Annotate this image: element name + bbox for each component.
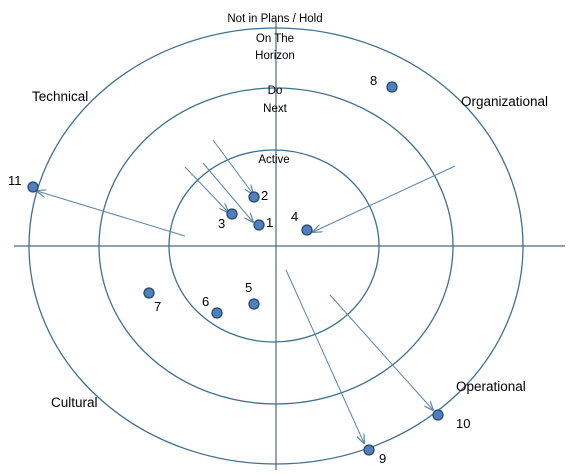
ring-labels: Not in Plans / Hold On The Horizon Do Ne… — [227, 13, 322, 166]
item-dot-7[interactable] — [143, 287, 155, 299]
arrow-to-4 — [313, 165, 456, 232]
item-dot-8[interactable] — [386, 81, 398, 93]
item-numbers: 1 2 3 4 5 6 7 8 9 10 11 — [8, 73, 470, 466]
item-number-1: 1 — [266, 215, 273, 230]
quadrant-label-operational: Operational — [456, 379, 526, 394]
arrow-to-2 — [212, 139, 253, 194]
quadrant-labels: Technical Organizational Cultural Operat… — [32, 89, 548, 410]
item-dot-3[interactable] — [226, 208, 238, 220]
ring-label-third-line1: On The — [256, 33, 294, 45]
quadrant-label-organizational: Organizational — [461, 94, 548, 109]
item-dot-10[interactable] — [432, 409, 444, 421]
item-number-10: 10 — [456, 416, 470, 431]
ring-label-inner: Active — [258, 154, 289, 166]
movement-arrows — [37, 139, 456, 443]
axes — [14, 20, 565, 470]
item-number-3: 3 — [218, 216, 225, 231]
item-dot-2[interactable] — [248, 191, 260, 203]
item-dot-6[interactable] — [211, 307, 223, 319]
item-number-8: 8 — [370, 73, 377, 88]
item-number-11: 11 — [8, 173, 22, 188]
item-dot-5[interactable] — [248, 298, 260, 310]
item-number-6: 6 — [202, 294, 209, 309]
quadrant-label-technical: Technical — [32, 89, 88, 104]
item-dot-11[interactable] — [27, 181, 39, 193]
item-dot-9[interactable] — [363, 444, 375, 456]
ring-label-third-line2: Horizon — [255, 50, 295, 62]
item-dot-1[interactable] — [253, 219, 265, 231]
item-number-9: 9 — [379, 451, 386, 466]
ring-label-second-line2: Next — [263, 103, 287, 115]
arrow-to-11 — [37, 191, 186, 237]
item-number-7: 7 — [154, 299, 161, 314]
item-number-2: 2 — [261, 188, 268, 203]
arrow-to-1 — [202, 162, 253, 222]
item-dots — [27, 81, 444, 456]
arrow-to-3 — [184, 166, 228, 212]
quadrant-label-cultural: Cultural — [51, 395, 98, 410]
ring-label-second-line1: Do — [268, 85, 283, 97]
item-dot-4[interactable] — [301, 224, 313, 236]
arrow-to-10 — [329, 294, 433, 410]
ring-label-outer: Not in Plans / Hold — [227, 13, 322, 25]
item-number-4: 4 — [291, 209, 298, 224]
arrow-to-9 — [285, 269, 364, 443]
item-number-5: 5 — [245, 280, 252, 295]
